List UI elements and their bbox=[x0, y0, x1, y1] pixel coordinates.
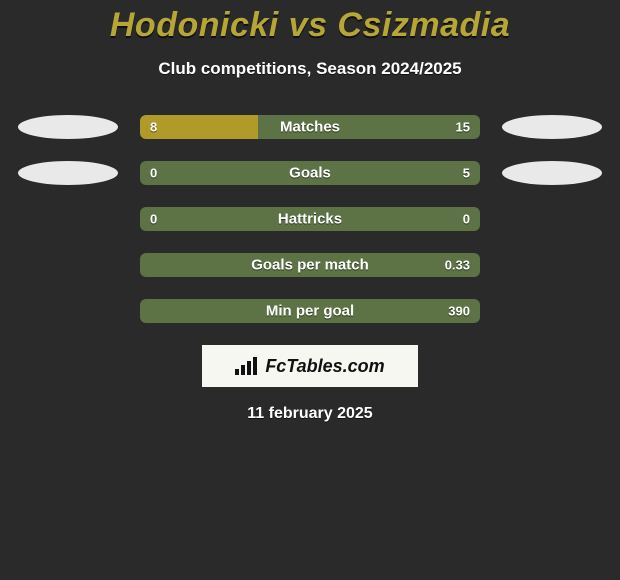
stat-value-left: 8 bbox=[150, 120, 157, 135]
brand-chart-icon bbox=[235, 357, 259, 375]
stat-row: 8 Matches 15 bbox=[0, 115, 620, 139]
stat-bar-fill bbox=[140, 115, 258, 139]
brand-text: FcTables.com bbox=[265, 356, 384, 377]
stat-row: 0 Goals 5 bbox=[0, 161, 620, 185]
stat-value-right: 390 bbox=[448, 304, 470, 319]
right-avatar-slot bbox=[496, 161, 608, 185]
left-avatar-slot bbox=[12, 115, 124, 139]
left-avatar-slot bbox=[12, 207, 124, 231]
player-avatar-placeholder bbox=[502, 115, 602, 139]
stat-bar: 0 Hattricks 0 bbox=[140, 207, 480, 231]
stat-label: Goals per match bbox=[251, 257, 369, 274]
page-subtitle: Club competitions, Season 2024/2025 bbox=[0, 59, 620, 79]
stat-label: Matches bbox=[280, 119, 340, 136]
stat-label: Hattricks bbox=[278, 211, 342, 228]
player-avatar-placeholder bbox=[18, 115, 118, 139]
stat-row: Goals per match 0.33 bbox=[0, 253, 620, 277]
stat-bar: Goals per match 0.33 bbox=[140, 253, 480, 277]
stat-label: Goals bbox=[289, 165, 331, 182]
player-avatar-placeholder bbox=[502, 161, 602, 185]
stat-bar: 0 Goals 5 bbox=[140, 161, 480, 185]
comparison-infographic: Hodonicki vs Csizmadia Club competitions… bbox=[0, 0, 620, 580]
left-avatar-slot bbox=[12, 299, 124, 323]
right-avatar-slot bbox=[496, 207, 608, 231]
footer-date: 11 february 2025 bbox=[0, 405, 620, 423]
stat-bar: 8 Matches 15 bbox=[140, 115, 480, 139]
right-avatar-slot bbox=[496, 253, 608, 277]
left-avatar-slot bbox=[12, 161, 124, 185]
page-title: Hodonicki vs Csizmadia bbox=[0, 6, 620, 45]
stat-value-left: 0 bbox=[150, 166, 157, 181]
stat-value-left: 0 bbox=[150, 212, 157, 227]
stat-bar: Min per goal 390 bbox=[140, 299, 480, 323]
stat-value-right: 15 bbox=[456, 120, 470, 135]
stat-row: Min per goal 390 bbox=[0, 299, 620, 323]
right-avatar-slot bbox=[496, 299, 608, 323]
stat-value-right: 0 bbox=[463, 212, 470, 227]
stat-row: 0 Hattricks 0 bbox=[0, 207, 620, 231]
player-avatar-placeholder bbox=[18, 161, 118, 185]
stat-label: Min per goal bbox=[266, 303, 354, 320]
brand-badge[interactable]: FcTables.com bbox=[202, 345, 418, 387]
left-avatar-slot bbox=[12, 253, 124, 277]
right-avatar-slot bbox=[496, 115, 608, 139]
stat-rows: 8 Matches 15 0 Goals 5 0 Hattricks 0 Goals per ma… bbox=[0, 115, 620, 323]
stat-value-right: 0.33 bbox=[445, 258, 470, 273]
stat-value-right: 5 bbox=[463, 166, 470, 181]
